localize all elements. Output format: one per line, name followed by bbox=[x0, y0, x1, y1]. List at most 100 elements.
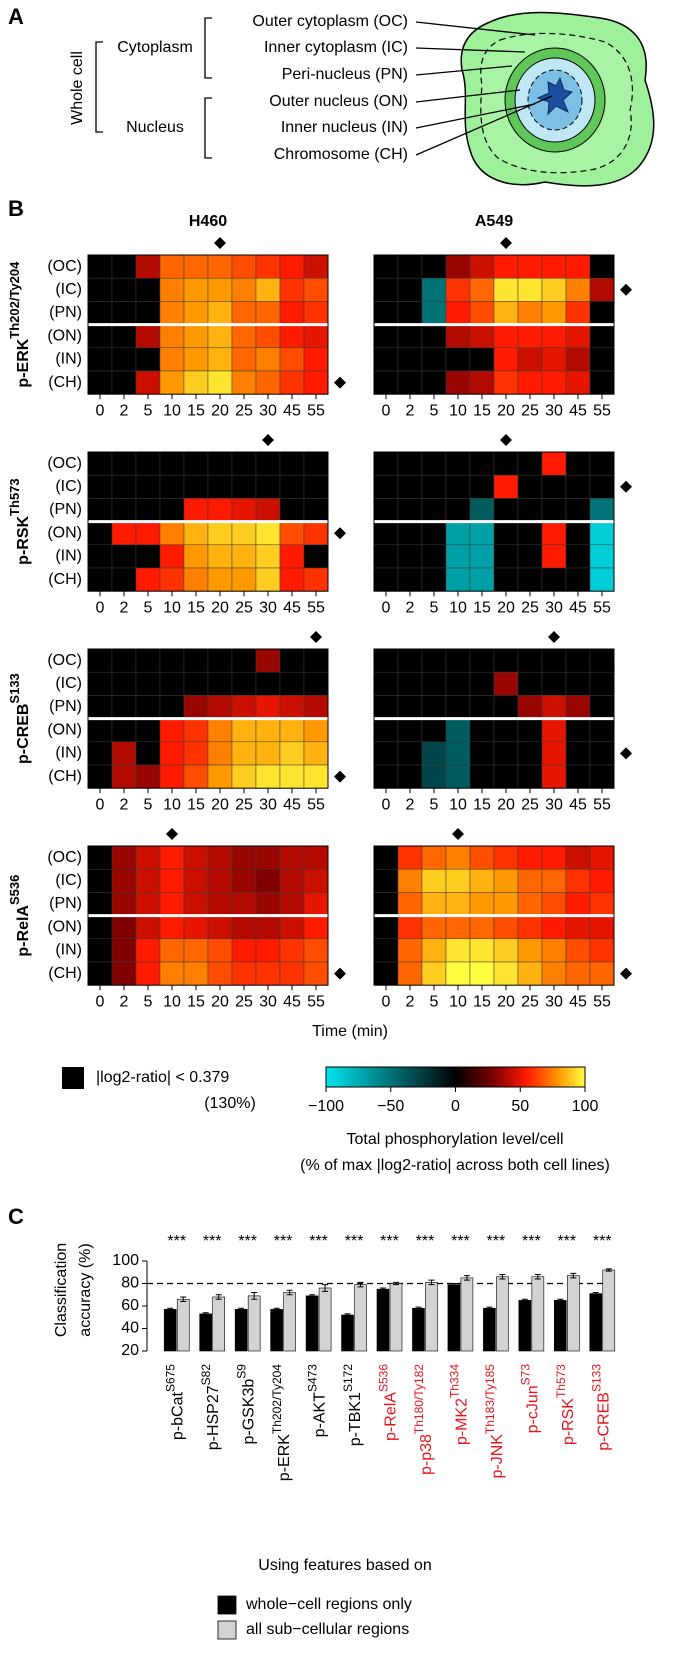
heatmap-cell bbox=[255, 301, 281, 325]
heatmap-cell bbox=[303, 648, 329, 673]
significance-label: *** bbox=[203, 1233, 222, 1250]
colorbar-step bbox=[465, 1067, 468, 1087]
colorbar-step bbox=[381, 1067, 385, 1087]
heatmap-cell bbox=[373, 324, 399, 349]
heatmap-cell bbox=[135, 671, 161, 696]
heatmap-cell bbox=[135, 277, 161, 302]
heatmap-cell bbox=[255, 498, 281, 522]
heatmap-cell bbox=[303, 764, 329, 789]
colorbar-step bbox=[439, 1067, 442, 1087]
x-tick-label: 2 bbox=[406, 993, 415, 1010]
colorbar-step bbox=[563, 1067, 566, 1087]
bar bbox=[341, 1314, 354, 1352]
heatmap-cell bbox=[255, 347, 281, 372]
heatmap-cell bbox=[231, 695, 257, 719]
bar bbox=[496, 1276, 509, 1352]
heatmap-cell bbox=[255, 938, 281, 963]
heatmap-cell bbox=[303, 521, 329, 546]
heatmap-cell bbox=[373, 718, 399, 743]
colorbar-step bbox=[483, 1067, 486, 1087]
heatmap-cell bbox=[445, 347, 471, 372]
error-bar bbox=[286, 1289, 293, 1296]
heatmap-cell bbox=[565, 938, 591, 963]
row-label: (PN) bbox=[49, 501, 82, 518]
heatmap-cell bbox=[279, 301, 305, 325]
colorbar-step bbox=[529, 1067, 532, 1087]
heatmap-cell bbox=[445, 648, 471, 673]
colorbar-step bbox=[525, 1067, 528, 1087]
heatmap-cell bbox=[541, 648, 567, 673]
error-bar bbox=[238, 1307, 245, 1311]
bar bbox=[554, 1300, 567, 1352]
region-label: Outer cytoplasm (OC) bbox=[252, 13, 408, 30]
heatmap-cell bbox=[111, 718, 137, 743]
heatmap-cell bbox=[421, 347, 447, 372]
heatmap-cell bbox=[373, 567, 399, 592]
x-tick-label: 25 bbox=[235, 993, 253, 1010]
peak-time-marker bbox=[310, 631, 322, 643]
heatmap-cell bbox=[159, 301, 185, 325]
bar bbox=[602, 1269, 616, 1352]
heatmap-cell bbox=[397, 671, 423, 696]
heatmap-cell bbox=[135, 451, 161, 476]
row-label: (IN) bbox=[55, 351, 82, 368]
x-tick-label: 30 bbox=[545, 599, 563, 616]
heatmap-cell bbox=[87, 741, 113, 766]
x-tick-label: 20 bbox=[211, 796, 229, 813]
colorbar-step bbox=[401, 1067, 404, 1087]
x-tick-label: 55 bbox=[593, 993, 611, 1010]
heatmap-cell bbox=[469, 671, 495, 696]
x-tick-label: 25 bbox=[521, 993, 539, 1010]
category-label: p-ERKTh202/Ty204 bbox=[270, 1364, 293, 1482]
heatmap-cell bbox=[135, 301, 161, 325]
heatmap-border bbox=[373, 451, 615, 592]
x-tick-label: 10 bbox=[449, 993, 467, 1010]
colorbar-step bbox=[367, 1067, 371, 1087]
heatmap-cell bbox=[183, 301, 209, 325]
heatmap-cell bbox=[469, 868, 495, 893]
heatmap-cell bbox=[159, 370, 185, 395]
heatmap-cell bbox=[111, 915, 137, 940]
heatmap-cell bbox=[421, 324, 447, 349]
heatmap-cell bbox=[565, 301, 591, 325]
bar bbox=[483, 1307, 496, 1352]
error-bar bbox=[167, 1307, 174, 1311]
colorbar-step bbox=[453, 1067, 456, 1087]
protein-site: Th202/Ty204 bbox=[7, 261, 22, 339]
threshold-note: (130%) bbox=[204, 1095, 256, 1112]
heatmap-cell bbox=[565, 915, 591, 940]
bar bbox=[318, 1287, 332, 1352]
peak-region-marker bbox=[334, 967, 346, 980]
protein-name: p-ERK bbox=[15, 338, 32, 387]
heatmap-cell bbox=[87, 301, 113, 325]
colorbar-step bbox=[343, 1067, 347, 1087]
x-tick-label: 0 bbox=[96, 796, 105, 813]
peak-region-marker bbox=[334, 527, 346, 540]
heatmap-cell bbox=[397, 498, 423, 522]
colorbar-step bbox=[567, 1067, 570, 1087]
heatmap-border bbox=[87, 451, 329, 592]
significance-label: *** bbox=[416, 1233, 435, 1250]
significance-label: *** bbox=[167, 1233, 186, 1250]
heatmap-cell bbox=[373, 648, 399, 673]
heatmap-cell bbox=[397, 695, 423, 719]
colorbar-step bbox=[471, 1067, 474, 1087]
row-label: (IC) bbox=[55, 675, 82, 692]
heatmap-cell bbox=[565, 254, 591, 279]
x-tick-label: 10 bbox=[163, 402, 181, 419]
row-label: (IC) bbox=[55, 872, 82, 889]
heatmap-cell bbox=[183, 892, 209, 916]
heatmap-cell bbox=[159, 474, 185, 499]
heatmap-cell bbox=[373, 961, 399, 986]
x-tick-label: 30 bbox=[545, 796, 563, 813]
heatmap-cell bbox=[469, 347, 495, 372]
x-tick-label: 45 bbox=[569, 993, 587, 1010]
heatmap-cell bbox=[207, 718, 233, 743]
category-label: p-JNKTh183/Ty185 bbox=[483, 1364, 506, 1479]
x-tick-label: 15 bbox=[473, 402, 491, 419]
x-tick-label: 15 bbox=[473, 993, 491, 1010]
heatmap-cell bbox=[493, 254, 519, 279]
heatmap-cell bbox=[111, 961, 137, 986]
category-name: p-TBK1 bbox=[347, 1392, 364, 1446]
colorbar-step bbox=[479, 1067, 482, 1087]
